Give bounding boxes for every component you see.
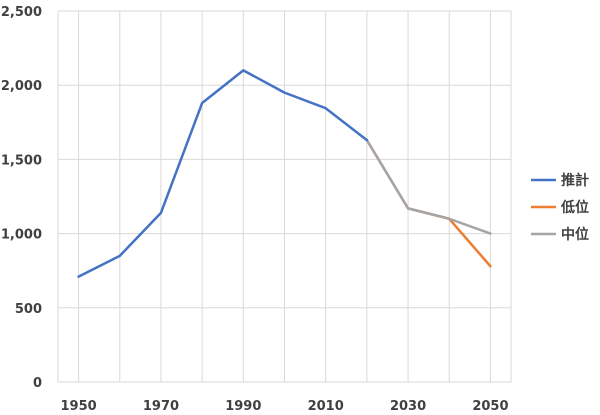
y-tick-label: 2,000 xyxy=(1,79,42,94)
x-tick-label: 1970 xyxy=(143,399,179,414)
x-axis-tick-labels: 1950 1970 1990 2010 2030 2050 xyxy=(60,399,508,414)
y-tick-label: 1,000 xyxy=(1,228,42,243)
x-tick-label: 2010 xyxy=(308,399,344,414)
x-tick-label: 2030 xyxy=(390,399,426,414)
y-axis-tick-labels: 0 500 1,000 1,500 2,000 2,500 xyxy=(1,5,42,391)
series-line-0 xyxy=(77,69,369,278)
x-tick-label: 2050 xyxy=(472,399,508,414)
series-line-2 xyxy=(365,138,492,235)
legend-label: 推計 xyxy=(561,172,589,189)
legend-label: 低位 xyxy=(560,199,589,216)
y-tick-label: 1,500 xyxy=(1,153,42,168)
series-lines xyxy=(77,69,492,278)
y-tick-label: 500 xyxy=(15,302,42,317)
y-tick-label: 0 xyxy=(33,376,42,391)
x-tick-label: 1990 xyxy=(225,399,261,414)
plot-area-border xyxy=(57,10,512,383)
gridlines xyxy=(57,10,512,383)
x-tick-label: 1950 xyxy=(60,399,96,414)
legend-label: 中位 xyxy=(561,226,589,243)
y-tick-label: 2,500 xyxy=(1,5,42,20)
